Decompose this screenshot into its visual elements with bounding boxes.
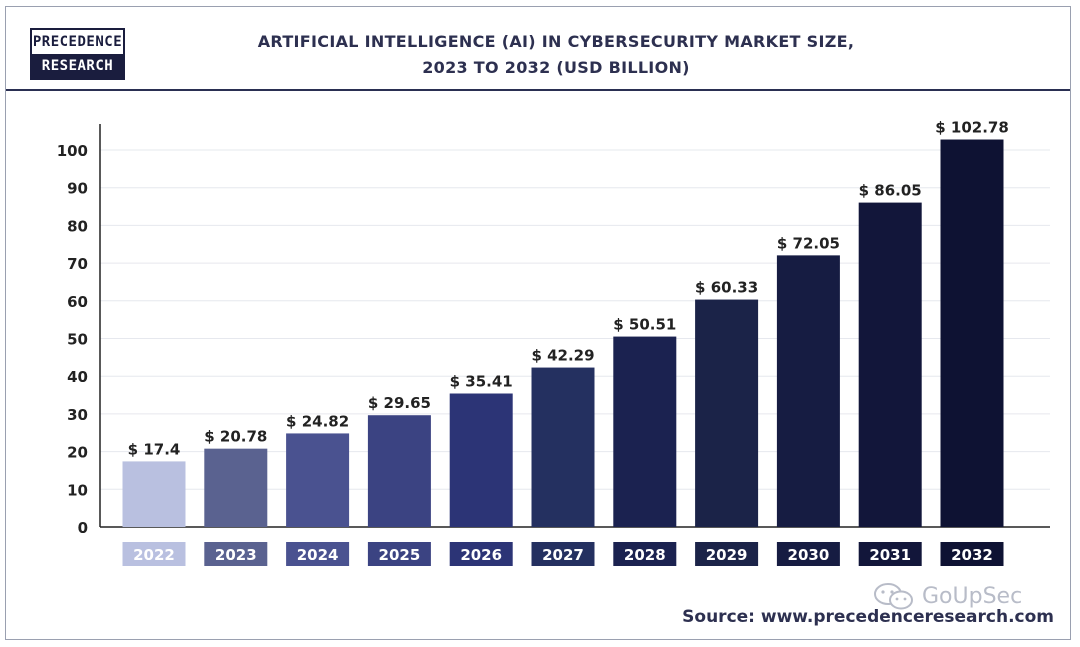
y-tick-label: 40 <box>67 368 88 386</box>
category-label-box <box>858 542 922 566</box>
x-tick-label: 2026 <box>460 546 502 564</box>
bar-value-label: $ 29.65 <box>368 394 431 412</box>
watermark: GoUpSec <box>872 581 1022 611</box>
wechat-icon <box>874 583 913 610</box>
bar <box>122 461 186 527</box>
bar <box>858 202 922 528</box>
y-tick-label: 30 <box>67 406 88 424</box>
x-tick-label: 2023 <box>215 546 257 564</box>
bar-value-label: $ 102.78 <box>935 119 1009 137</box>
y-tick-label: 10 <box>67 481 88 499</box>
y-tick-label: 0 <box>78 519 88 537</box>
category-label-box <box>367 542 431 566</box>
chart-title-line-1: ARTIFICIAL INTELLIGENCE (AI) IN CYBERSEC… <box>257 32 855 51</box>
bar-value-label: $ 24.82 <box>286 412 349 430</box>
chart-frame <box>5 6 1071 640</box>
precedence-research-logo: PRECEDENCE RESEARCH <box>30 28 125 80</box>
source-text: Source: www.precedenceresearch.com <box>682 607 1054 627</box>
category-label-box <box>122 542 186 566</box>
chart-title-line-2: 2023 TO 2032 (USD BILLION) <box>422 58 690 77</box>
category-label-box <box>695 542 759 566</box>
chart-title: ARTIFICIAL INTELLIGENCE (AI) IN CYBERSEC… <box>246 29 866 81</box>
bar <box>449 393 513 527</box>
bar <box>204 448 268 527</box>
y-tick-label: 60 <box>67 293 88 311</box>
category-label-box <box>531 542 595 566</box>
category-label-box <box>776 542 840 566</box>
x-tick-label: 2029 <box>706 546 748 564</box>
bar <box>367 415 431 527</box>
watermark-text: GoUpSec <box>922 583 1023 609</box>
x-tick-label: 2025 <box>379 546 421 564</box>
x-tick-label: 2031 <box>869 546 911 564</box>
bar <box>940 139 1004 527</box>
bar-value-label: $ 72.05 <box>777 234 840 252</box>
bar-value-label: $ 50.51 <box>613 316 676 334</box>
y-tick-label: 70 <box>67 255 88 273</box>
category-label-box <box>286 542 350 566</box>
y-tick-label: 80 <box>67 217 88 235</box>
x-tick-label: 2022 <box>133 546 175 564</box>
category-label-box <box>449 542 513 566</box>
bar-value-label: $ 20.78 <box>204 428 267 446</box>
bar-value-label: $ 86.05 <box>859 182 922 200</box>
bar <box>531 367 595 527</box>
bar <box>613 336 677 527</box>
category-label-box <box>204 542 268 566</box>
bar-value-label: $ 17.4 <box>128 440 181 458</box>
y-tick-label: 50 <box>67 331 88 349</box>
x-tick-label: 2024 <box>297 546 339 564</box>
y-tick-label: 100 <box>57 142 88 160</box>
bar-value-label: $ 42.29 <box>531 347 594 365</box>
y-tick-label: 20 <box>67 444 88 462</box>
category-label-box <box>613 542 677 566</box>
category-label-box <box>940 542 1004 566</box>
bar <box>286 433 350 527</box>
y-tick-label: 90 <box>67 180 88 198</box>
chart-header: PRECEDENCE RESEARCH ARTIFICIAL INTELLIGE… <box>6 7 1070 91</box>
bar-value-label: $ 60.33 <box>695 279 758 297</box>
x-tick-label: 2027 <box>542 546 584 564</box>
logo-line-1: PRECEDENCE <box>32 30 123 54</box>
x-tick-label: 2032 <box>951 546 993 564</box>
x-tick-label: 2028 <box>624 546 666 564</box>
bar <box>776 255 840 527</box>
bar-value-label: $ 35.41 <box>450 373 513 391</box>
bar <box>695 299 759 527</box>
x-tick-label: 2030 <box>788 546 830 564</box>
logo-line-2: RESEARCH <box>32 54 123 78</box>
